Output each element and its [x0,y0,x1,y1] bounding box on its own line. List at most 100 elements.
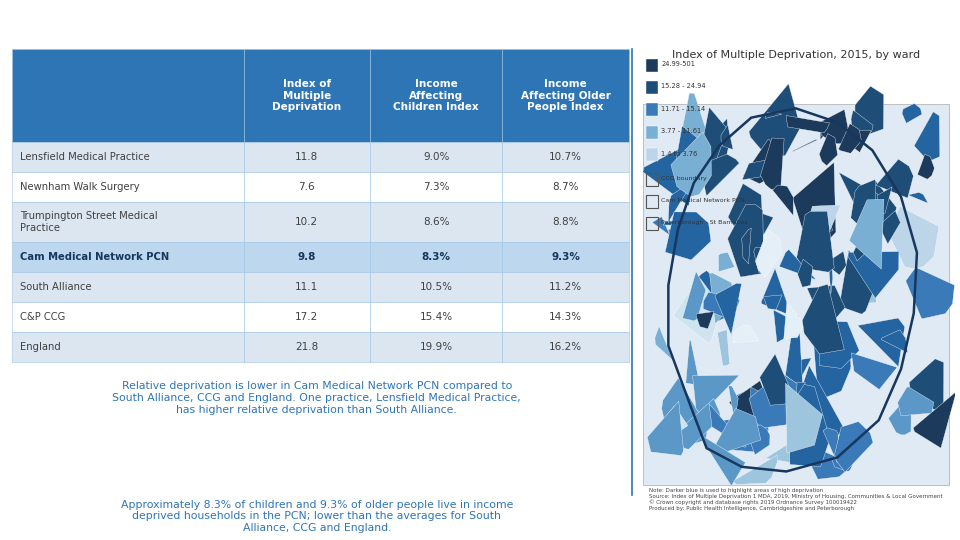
Text: Index of Multiple Deprivation, 2015, by ward: Index of Multiple Deprivation, 2015, by … [672,50,920,60]
Text: 9.8: 9.8 [298,252,316,262]
Bar [646,195,659,208]
Polygon shape [728,184,762,230]
Polygon shape [799,440,851,480]
Polygon shape [692,375,739,415]
Polygon shape [763,295,782,310]
Bar [244,332,370,362]
Text: Newnham Walk Surgery: Newnham Walk Surgery [20,182,140,192]
Bar [502,302,629,332]
Text: 11.71 - 15.14: 11.71 - 15.14 [661,106,706,112]
Polygon shape [671,132,711,197]
Polygon shape [721,125,733,150]
Bar [370,332,502,362]
Bar [646,173,659,186]
Bar [502,172,629,202]
Text: 16.2%: 16.2% [549,342,582,353]
Polygon shape [857,318,904,367]
Text: Lensfield Medical Practice: Lensfield Medical Practice [20,152,150,162]
Polygon shape [888,206,939,269]
Polygon shape [838,124,861,153]
Text: 24.99-501: 24.99-501 [661,61,695,67]
Polygon shape [696,312,714,329]
Bar [643,104,948,485]
Polygon shape [881,330,908,353]
Polygon shape [855,86,884,136]
Polygon shape [786,116,829,133]
Polygon shape [828,251,833,294]
Bar [244,50,370,142]
Text: 15.28 - 24.94: 15.28 - 24.94 [661,84,706,90]
Polygon shape [732,455,778,484]
Polygon shape [729,381,765,431]
Polygon shape [674,126,705,173]
Polygon shape [718,252,734,272]
Bar [370,50,502,142]
Polygon shape [700,154,739,196]
Polygon shape [767,382,805,413]
Polygon shape [851,110,874,140]
Polygon shape [814,219,832,237]
Text: CCG boundary: CCG boundary [661,176,708,181]
Text: 15.4%: 15.4% [420,312,453,322]
Polygon shape [852,271,876,304]
Bar [244,172,370,202]
Polygon shape [825,251,847,275]
Polygon shape [733,388,769,435]
Text: 17.2: 17.2 [295,312,319,322]
Polygon shape [848,252,899,298]
Bar [244,202,370,242]
Polygon shape [742,228,751,264]
Polygon shape [728,204,764,277]
Polygon shape [798,259,813,287]
Text: 8.6%: 8.6% [423,217,449,227]
Polygon shape [773,185,793,215]
Polygon shape [733,325,758,343]
Polygon shape [898,387,934,416]
Polygon shape [846,130,872,152]
Polygon shape [765,430,822,468]
Text: Source: C&P PHI derived from Indices of Multiple Deprivation 2015, DCLG and GP r: Source: C&P PHI derived from Indices of … [8,523,669,531]
Text: 10.2: 10.2 [296,217,319,227]
Polygon shape [792,139,818,152]
Polygon shape [729,386,738,416]
Text: Index of
Multiple
Deprivation: Index of Multiple Deprivation [273,79,342,112]
Polygon shape [666,406,687,438]
Polygon shape [749,373,797,428]
Bar [502,50,629,142]
Bar [12,242,244,272]
Bar [370,172,502,202]
Bar [370,202,502,242]
Polygon shape [756,230,782,277]
Polygon shape [701,436,746,486]
Text: 7.6: 7.6 [299,182,315,192]
Text: 19.9%: 19.9% [420,342,453,353]
Bar [502,202,629,242]
Polygon shape [834,422,873,472]
Polygon shape [750,387,773,413]
Text: Note: Darker blue is used to highlight areas of high deprivation
Source: Index o: Note: Darker blue is used to highlight a… [649,488,943,511]
Text: C&P CCG: C&P CCG [20,312,65,322]
Polygon shape [902,104,922,123]
Bar [646,58,659,72]
Polygon shape [665,212,711,260]
Bar [646,217,659,231]
Bar [244,142,370,172]
Polygon shape [850,199,884,269]
Polygon shape [765,113,781,118]
Polygon shape [852,353,898,389]
Bar [12,332,244,362]
Polygon shape [839,250,876,314]
Polygon shape [715,284,742,335]
Text: 14.3%: 14.3% [549,312,582,322]
Polygon shape [807,285,845,330]
Polygon shape [736,389,768,434]
Text: Peterborough - St Barnabas: Peterborough - St Barnabas [661,220,748,225]
Bar [370,272,502,302]
Polygon shape [643,149,691,206]
Polygon shape [693,271,740,323]
Text: South Alliance: South Alliance [20,282,92,292]
Polygon shape [661,378,701,443]
Polygon shape [749,84,801,158]
Bar [370,302,502,332]
Polygon shape [709,404,746,447]
